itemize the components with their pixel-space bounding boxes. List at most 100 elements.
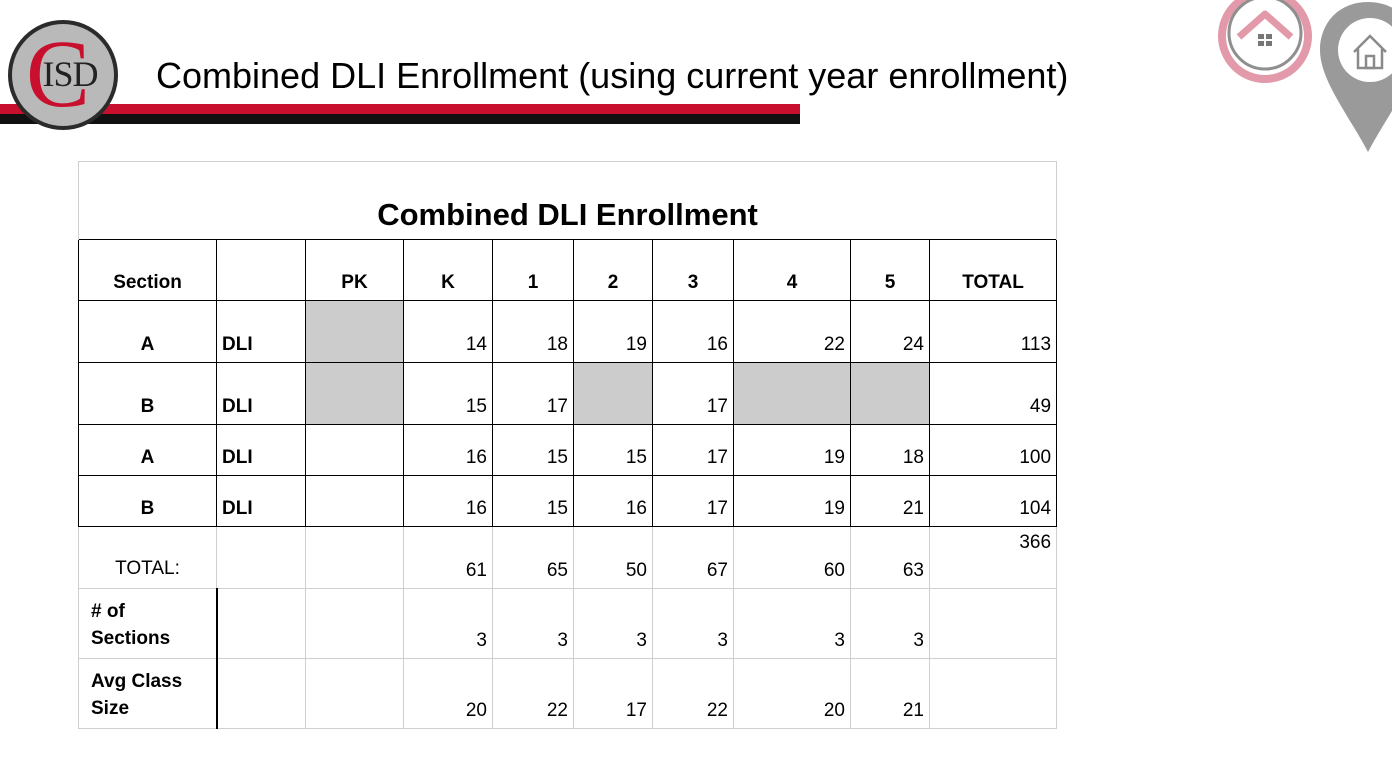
title-underline-black xyxy=(0,114,800,124)
header-cell: 4 xyxy=(733,239,851,301)
enrollment-table: Combined DLI Enrollment Section PK K 1 2… xyxy=(77,161,1058,729)
value-cell: 22 xyxy=(652,658,734,729)
value-cell: 17 xyxy=(652,475,734,527)
value-cell: 16 xyxy=(573,475,653,527)
value-cell: 18 xyxy=(492,300,574,363)
value-cell: 16 xyxy=(403,475,493,527)
value-cell: 19 xyxy=(733,475,851,527)
value-cell: 22 xyxy=(733,300,851,363)
totals-row: TOTAL: 61 65 50 67 60 63 366 xyxy=(78,526,1058,589)
value-cell: 17 xyxy=(573,658,653,729)
cisd-logo: C ISD xyxy=(8,20,118,130)
value-cell xyxy=(305,424,404,476)
row-total-cell: 104 xyxy=(928,475,1058,527)
sections-row: # of Sections 3 3 3 3 3 3 xyxy=(78,588,1058,659)
table-body: Combined DLI Enrollment Section PK K 1 2… xyxy=(77,161,1058,729)
empty-cell xyxy=(216,658,306,729)
value-cell: 20 xyxy=(403,658,493,729)
table-row: A DLI 16 15 15 17 19 18 100 xyxy=(78,424,1058,476)
value-cell: 16 xyxy=(403,424,493,476)
blocked-cell xyxy=(305,300,404,363)
blocked-cell xyxy=(573,362,653,425)
value-cell: 17 xyxy=(492,362,574,425)
total-cell: 63 xyxy=(850,526,930,589)
table-row: A DLI 14 18 19 16 22 24 113 xyxy=(78,300,1058,363)
empty-cell xyxy=(216,526,306,589)
header-cell: 3 xyxy=(652,239,734,301)
row-total-cell: 49 xyxy=(928,362,1058,425)
section-cell: B xyxy=(78,475,217,527)
value-cell: 3 xyxy=(733,588,851,659)
value-cell: 3 xyxy=(850,588,930,659)
row-total-cell: 113 xyxy=(928,300,1058,363)
value-cell: 3 xyxy=(492,588,574,659)
value-cell: 3 xyxy=(652,588,734,659)
program-cell: DLI xyxy=(216,424,306,476)
label-line: # of xyxy=(91,601,125,622)
totals-label: TOTAL: xyxy=(78,526,217,589)
blocked-cell xyxy=(850,362,930,425)
value-cell: 14 xyxy=(403,300,493,363)
value-cell: 21 xyxy=(850,658,930,729)
program-cell: DLI xyxy=(216,362,306,425)
value-cell: 15 xyxy=(492,424,574,476)
home-pin-icon xyxy=(1218,0,1312,83)
value-cell: 3 xyxy=(403,588,493,659)
value-cell: 21 xyxy=(850,475,930,527)
row-total-cell: 100 xyxy=(928,424,1058,476)
table-row: B DLI 16 15 16 17 19 21 104 xyxy=(78,475,1058,527)
logo-letter: C xyxy=(26,20,91,127)
table-row: B DLI 15 17 17 49 xyxy=(78,362,1058,425)
value-cell: 19 xyxy=(573,300,653,363)
blocked-cell xyxy=(733,362,851,425)
value-cell: 24 xyxy=(850,300,930,363)
empty-cell xyxy=(928,658,1058,729)
header-cell: K xyxy=(403,239,493,301)
value-cell: 20 xyxy=(733,658,851,729)
title-underline-red xyxy=(0,104,800,114)
value-cell: 16 xyxy=(652,300,734,363)
value-cell: 22 xyxy=(492,658,574,729)
label-line: Size xyxy=(91,698,130,719)
header-cell: 1 xyxy=(492,239,574,301)
total-cell xyxy=(305,526,404,589)
value-cell xyxy=(305,475,404,527)
avg-class-size-label: Avg Class Size xyxy=(78,658,218,729)
empty-cell xyxy=(216,588,306,659)
value-cell xyxy=(305,658,404,729)
program-cell: DLI xyxy=(216,300,306,363)
value-cell: 17 xyxy=(652,362,734,425)
blocked-cell xyxy=(305,362,404,425)
section-cell: A xyxy=(78,300,217,363)
header-cell: 5 xyxy=(850,239,930,301)
value-cell: 15 xyxy=(573,424,653,476)
header-cell: 2 xyxy=(573,239,653,301)
logo-disc: C xyxy=(12,24,114,126)
header-cell: TOTAL xyxy=(928,239,1058,301)
total-cell: 61 xyxy=(403,526,493,589)
value-cell: 15 xyxy=(492,475,574,527)
value-cell: 19 xyxy=(733,424,851,476)
total-cell: 50 xyxy=(573,526,653,589)
total-cell: 60 xyxy=(733,526,851,589)
value-cell xyxy=(305,588,404,659)
value-cell: 3 xyxy=(573,588,653,659)
header-cell: PK xyxy=(305,239,404,301)
header-cell xyxy=(216,239,306,301)
sections-label: # of Sections xyxy=(78,588,218,659)
total-cell: 65 xyxy=(492,526,574,589)
section-cell: A xyxy=(78,424,217,476)
page-title: Combined DLI Enrollment (using current y… xyxy=(156,55,1069,96)
program-cell: DLI xyxy=(216,475,306,527)
header-cell: Section xyxy=(78,239,217,301)
value-cell: 15 xyxy=(403,362,493,425)
corner-icons xyxy=(1218,0,1392,152)
empty-cell xyxy=(928,588,1058,659)
value-cell: 17 xyxy=(652,424,734,476)
header-row: Section PK K 1 2 3 4 5 TOTAL xyxy=(78,239,1058,301)
total-cell: 67 xyxy=(652,526,734,589)
table-title: Combined DLI Enrollment xyxy=(77,161,1058,240)
label-line: Sections xyxy=(91,628,171,649)
logo-text: ISD xyxy=(42,54,98,94)
home-outline-pin-icon xyxy=(1320,2,1392,152)
